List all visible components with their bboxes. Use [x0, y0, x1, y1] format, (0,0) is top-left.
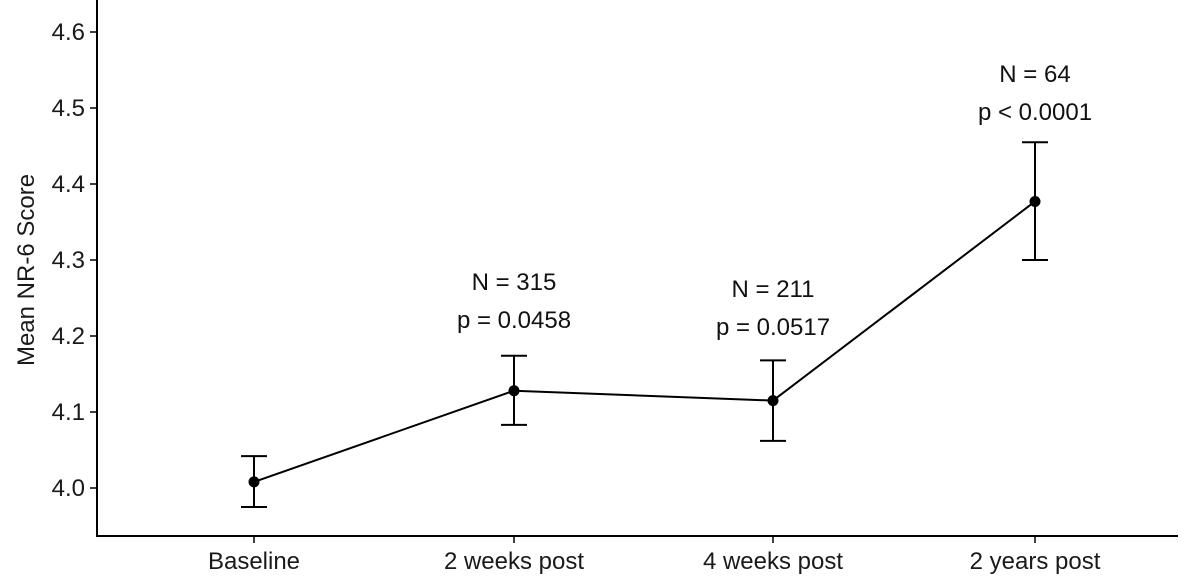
data-point [767, 395, 779, 407]
data-point [248, 476, 260, 488]
y-tick-label: 4.4 [52, 171, 85, 198]
data-point [508, 385, 520, 397]
y-tick-label: 4.2 [52, 323, 85, 350]
y-tick-label: 4.1 [52, 399, 85, 426]
annotation-n: N = 211 [732, 276, 815, 303]
annotation-n: N = 64 [999, 61, 1070, 88]
x-tick-label: 2 years post [970, 548, 1101, 575]
x-tick-label: 2 weeks post [444, 548, 584, 575]
annotation-p: p = 0.0458 [457, 307, 571, 334]
x-tick-label: 4 weeks post [703, 548, 843, 575]
y-tick-label: 4.5 [52, 95, 85, 122]
series-line [253, 200, 1036, 483]
annotation-n: N = 315 [472, 269, 557, 296]
annotation-p: p < 0.0001 [978, 99, 1092, 126]
y-tick-label: 4.0 [52, 475, 85, 502]
y-axis-title: Mean NR-6 Score [13, 174, 40, 366]
annotation-p: p = 0.0517 [716, 314, 830, 341]
data-point [1029, 195, 1041, 207]
y-tick-label: 4.3 [52, 247, 85, 274]
x-tick-label: Baseline [208, 548, 300, 575]
y-tick-label: 4.6 [52, 19, 85, 46]
